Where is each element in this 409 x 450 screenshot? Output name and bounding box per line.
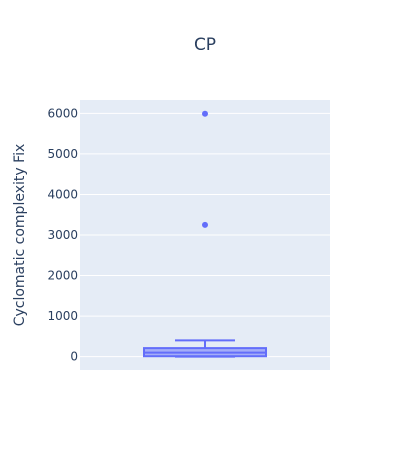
outlier-point [202,110,208,117]
chart-title: CP [194,35,216,55]
y-tick-label: 6000 [47,106,78,120]
y-tick-label: 5000 [47,147,78,161]
y-axis-ticks: 0 1000 2000 3000 4000 5000 6000 [47,106,78,363]
y-tick-label: 0 [70,350,78,364]
y-tick-label: 4000 [47,187,78,201]
box-series [143,110,267,358]
y-tick-label: 2000 [47,269,78,283]
outlier-point [202,221,208,228]
y-axis-title: Cyclomatic complexity Fix [12,144,28,327]
y-tick-label: 1000 [47,309,78,323]
y-tick-label: 3000 [47,228,78,242]
